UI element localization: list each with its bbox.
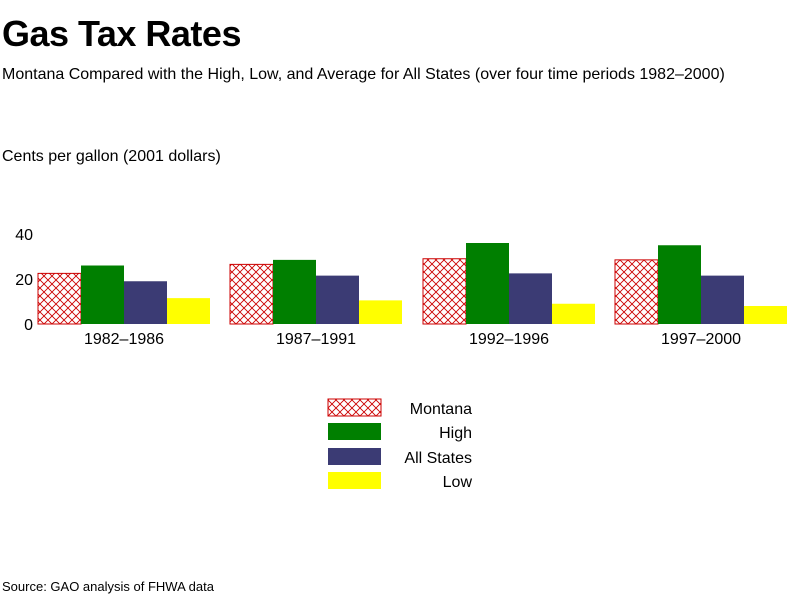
bar-high	[273, 259, 316, 324]
bar-all-states	[316, 275, 359, 324]
legend-label: High	[439, 425, 472, 442]
bar-high	[658, 245, 701, 324]
bar-low	[552, 303, 595, 324]
legend-item: All States	[328, 448, 472, 467]
legend-item: Low	[328, 472, 472, 491]
bar-montana	[229, 263, 274, 325]
bar-groups	[37, 243, 787, 325]
legend-label: All States	[404, 450, 472, 467]
legend-item: Montana	[327, 398, 472, 418]
y-axis-ticks: 0 20 40	[15, 227, 33, 334]
legend-item: High	[328, 423, 472, 442]
bar-all-states	[124, 281, 167, 324]
x-tick-label: 1982–1986	[84, 331, 164, 348]
bar-group	[37, 265, 210, 325]
legend: Montana High All States Low	[327, 398, 472, 491]
legend-label: Low	[443, 474, 473, 491]
x-tick-label: 1987–1991	[276, 331, 356, 348]
bar-low	[744, 306, 787, 324]
legend-label: Montana	[410, 401, 472, 418]
y-tick-label: 0	[24, 317, 33, 334]
source-note: Source: GAO analysis of FHWA data	[2, 579, 214, 594]
bar-low	[167, 298, 210, 324]
bar-montana	[37, 272, 82, 325]
bar-group	[229, 259, 402, 325]
bar-low	[359, 300, 402, 324]
y-tick-label: 40	[15, 227, 33, 244]
bar-high	[81, 265, 124, 324]
bar-group	[422, 243, 595, 325]
legend-swatch	[328, 448, 381, 465]
bar-montana	[422, 258, 467, 325]
bar-all-states	[509, 273, 552, 324]
chart-subtitle: Montana Compared with the High, Low, and…	[2, 66, 725, 83]
y-tick-label: 20	[15, 272, 33, 289]
bar-all-states	[701, 275, 744, 324]
bar-montana	[614, 259, 659, 325]
bar-high	[466, 243, 509, 324]
legend-swatch	[327, 398, 382, 417]
y-axis-label: Cents per gallon (2001 dollars)	[2, 148, 221, 165]
x-axis-tick-labels: 1982–1986 1987–1991 1992–1996 1997–2000	[84, 331, 741, 348]
bar-group	[614, 245, 787, 325]
chart-title: Gas Tax Rates	[2, 13, 241, 54]
legend-swatch	[328, 423, 381, 440]
x-tick-label: 1997–2000	[661, 331, 741, 348]
legend-swatch	[328, 472, 381, 489]
x-tick-label: 1992–1996	[469, 331, 549, 348]
